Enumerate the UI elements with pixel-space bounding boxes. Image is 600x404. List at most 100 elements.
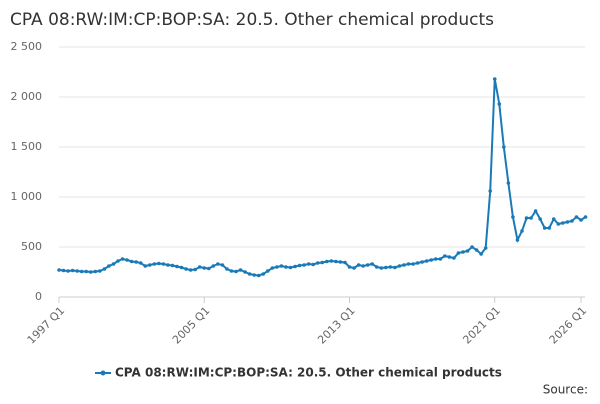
point	[520, 229, 524, 233]
legend-marker	[100, 370, 106, 376]
point	[429, 258, 434, 262]
point	[116, 259, 120, 263]
point	[266, 269, 270, 273]
point	[243, 270, 247, 274]
point	[579, 218, 583, 222]
point	[343, 260, 347, 265]
y-tick-label: 2 500	[11, 40, 43, 53]
point	[247, 272, 252, 276]
point	[492, 77, 497, 81]
point	[184, 267, 188, 271]
legend-label: CPA 08:RW:IM:CP:BOP:SA: 20.5. Other chem…	[115, 366, 502, 380]
point	[361, 264, 365, 268]
point	[547, 226, 552, 230]
y-tick-label: 1 500	[11, 140, 43, 153]
point	[302, 263, 306, 267]
y-tick-label: 1 000	[11, 190, 43, 203]
point	[256, 273, 261, 278]
point	[111, 262, 116, 266]
point	[170, 263, 175, 268]
point	[515, 238, 520, 242]
point	[202, 266, 207, 270]
point	[79, 269, 84, 274]
point	[556, 222, 561, 226]
y-tick-label: 2 000	[11, 90, 43, 103]
point	[561, 221, 565, 225]
point	[179, 265, 184, 270]
point	[379, 266, 384, 270]
point	[197, 265, 202, 269]
point	[61, 268, 66, 273]
point	[193, 267, 197, 272]
source-label: Source:	[543, 383, 588, 397]
point	[533, 209, 538, 213]
point	[420, 260, 424, 264]
point	[166, 263, 170, 267]
point	[511, 215, 515, 219]
point	[338, 260, 343, 264]
point	[479, 252, 483, 256]
y-tick-label: 500	[21, 240, 42, 253]
point	[470, 245, 474, 249]
x-tick-label: 2026 Q1	[547, 304, 590, 347]
point	[107, 264, 111, 268]
point	[88, 270, 93, 274]
point	[415, 261, 420, 265]
point	[347, 265, 352, 269]
point	[402, 263, 406, 267]
point	[393, 265, 397, 270]
point	[252, 273, 256, 277]
point	[98, 269, 102, 273]
point	[465, 249, 470, 253]
point	[570, 219, 574, 223]
y-tick-label: 0	[35, 290, 42, 303]
point	[175, 264, 179, 269]
point	[157, 261, 161, 266]
point	[297, 263, 302, 268]
point	[120, 257, 125, 261]
point	[325, 259, 329, 264]
x-tick-label: 2021 Q1	[460, 304, 503, 347]
point	[397, 264, 402, 268]
point	[433, 257, 438, 261]
point	[206, 266, 211, 271]
point	[443, 254, 447, 258]
point	[365, 263, 370, 267]
point	[542, 226, 547, 230]
point	[234, 269, 238, 274]
point	[284, 265, 288, 269]
point	[70, 268, 75, 273]
point	[506, 181, 511, 185]
point	[502, 145, 506, 149]
point	[161, 262, 166, 266]
point	[538, 217, 542, 221]
point	[474, 248, 479, 252]
point	[411, 262, 415, 266]
x-tick-label: 2005 Q1	[170, 304, 213, 347]
point	[261, 272, 266, 276]
point	[388, 265, 393, 269]
point	[238, 268, 243, 272]
point	[483, 246, 488, 250]
point	[438, 257, 443, 261]
point	[352, 266, 356, 270]
point	[497, 102, 502, 106]
point	[57, 268, 61, 272]
point	[134, 260, 138, 264]
point	[188, 268, 193, 272]
point	[406, 262, 411, 266]
point	[125, 258, 129, 262]
point	[288, 265, 293, 270]
chart-title: CPA 08:RW:IM:CP:BOP:SA: 20.5. Other chem…	[10, 10, 494, 30]
point	[275, 265, 279, 269]
point	[143, 264, 148, 268]
point	[488, 189, 493, 193]
point	[66, 269, 70, 273]
point	[329, 259, 334, 263]
point	[456, 251, 461, 255]
point	[452, 256, 456, 260]
point	[152, 262, 157, 266]
point	[424, 259, 429, 263]
point	[583, 215, 588, 219]
point	[529, 216, 533, 220]
